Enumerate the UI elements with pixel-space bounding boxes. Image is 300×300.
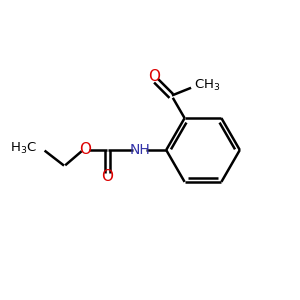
Text: NH: NH — [129, 143, 150, 157]
Text: O: O — [79, 142, 91, 158]
Text: H$_3$C: H$_3$C — [10, 141, 37, 156]
Text: O: O — [148, 69, 160, 84]
Text: O: O — [101, 169, 113, 184]
Text: CH$_3$: CH$_3$ — [194, 78, 220, 93]
